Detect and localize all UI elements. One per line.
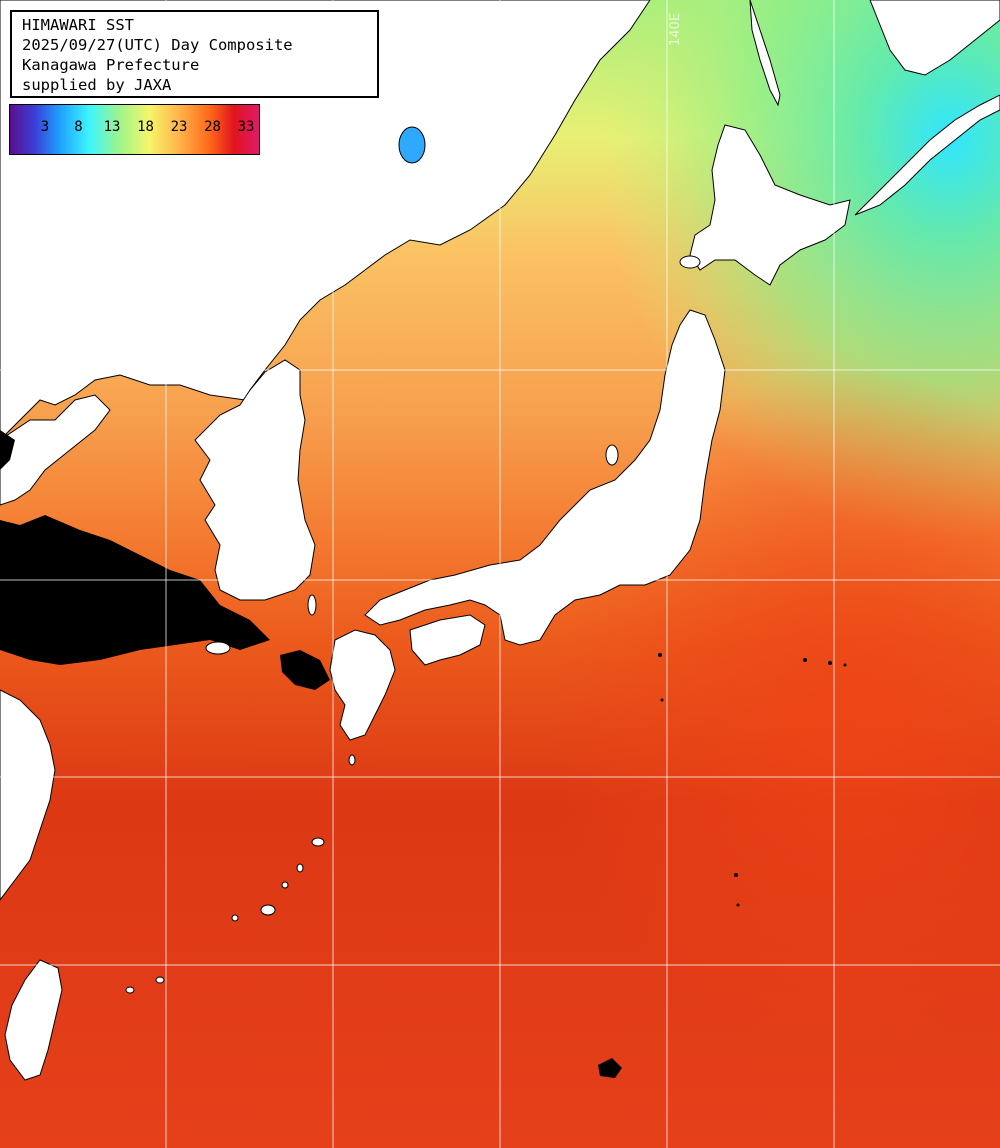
legend-tick-8: 8 bbox=[74, 119, 83, 135]
ryukyu-islands bbox=[125, 754, 356, 994]
land-far-east-russia bbox=[869, 0, 1000, 76]
cloud-mask-west bbox=[0, 515, 270, 665]
legend-tick-23: 23 bbox=[170, 119, 188, 135]
legend-tick-18: 18 bbox=[137, 119, 154, 135]
land-china-south bbox=[0, 689, 56, 901]
cloud-mask-small bbox=[0, 430, 15, 470]
land-hokkaido bbox=[689, 124, 851, 286]
legend-tick-33: 33 bbox=[237, 119, 255, 135]
land-kuril bbox=[854, 94, 1000, 216]
land-rebun bbox=[679, 255, 701, 269]
legend-tick-3: 3 bbox=[40, 119, 50, 135]
color-scale-legend: 3 8 13 18 23 28 33 bbox=[9, 104, 260, 155]
land-sado bbox=[605, 444, 619, 466]
land-honshu bbox=[364, 309, 726, 646]
cloud-mask-kyushu bbox=[280, 650, 330, 690]
cold-patch bbox=[398, 126, 426, 164]
land-tsushima bbox=[307, 594, 317, 616]
land-china-coast bbox=[0, 394, 111, 506]
legend-tick-28: 28 bbox=[204, 119, 221, 135]
region-name: Kanagawa Prefecture bbox=[22, 56, 200, 74]
izu-islands bbox=[598, 653, 847, 1078]
land-kyushu bbox=[329, 629, 396, 741]
land-taiwan bbox=[4, 959, 63, 1081]
lat-label-30n: 30N bbox=[14, 760, 41, 775]
date-composite: 2025/09/27(UTC) Day Composite bbox=[22, 36, 293, 54]
legend-ticks: 3 8 13 18 23 28 33 bbox=[10, 119, 259, 139]
land-shikoku bbox=[409, 614, 486, 666]
land-korea bbox=[194, 359, 316, 601]
lat-label-40n: 40N bbox=[14, 354, 41, 369]
legend-gradient bbox=[10, 105, 259, 154]
product-name: HIMAWARI SST bbox=[22, 16, 134, 34]
map-title-box: HIMAWARI SST 2025/09/27(UTC) Day Composi… bbox=[10, 10, 379, 98]
land-jeju bbox=[205, 641, 231, 655]
legend-tick-13: 13 bbox=[103, 119, 121, 135]
lon-label-140e: 140E bbox=[668, 12, 683, 46]
land-sakhalin bbox=[749, 0, 781, 107]
data-supplier: supplied by JAXA bbox=[22, 76, 172, 94]
